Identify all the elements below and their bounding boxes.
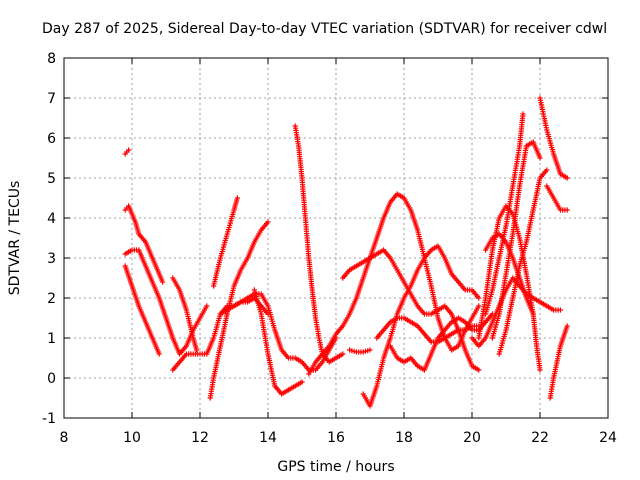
y-tick-label: 5: [47, 171, 56, 187]
series-track-15: [340, 247, 482, 373]
x-tick-label: 22: [531, 430, 549, 446]
y-tick-label: -1: [42, 411, 56, 427]
data-point: [476, 295, 482, 301]
x-axis-title: GPS time / hours: [277, 459, 394, 475]
data-point: [194, 347, 200, 353]
x-tick-label: 16: [327, 430, 345, 446]
data-point: [476, 303, 482, 309]
data-point: [234, 195, 240, 201]
grid: [64, 58, 608, 418]
y-tick-label: 6: [47, 131, 56, 147]
y-tick-label: 8: [47, 51, 56, 67]
data-point: [564, 207, 570, 213]
y-tick-label: 4: [47, 211, 56, 227]
series-track-09: [217, 291, 339, 373]
data-point: [265, 219, 271, 225]
data-point: [537, 155, 543, 161]
chart-title: Day 287 of 2025, Sidereal Day-to-day VTE…: [42, 21, 607, 37]
series-track-01: [122, 147, 132, 157]
data-point: [537, 367, 543, 373]
series-track-12: [306, 191, 482, 377]
series-track-11: [292, 123, 346, 365]
data-point: [557, 307, 563, 313]
y-tick-label: 1: [47, 331, 56, 347]
data-point: [160, 279, 166, 285]
data-point: [340, 351, 346, 357]
data-point: [530, 311, 536, 317]
series-track-04: [122, 263, 162, 357]
data-point: [156, 351, 162, 357]
x-tick-label: 8: [60, 430, 69, 446]
x-tick-label: 14: [259, 430, 277, 446]
series-track-13: [347, 347, 373, 355]
x-tick-label: 20: [463, 430, 481, 446]
series-track-17: [374, 315, 482, 345]
series-track-24: [537, 95, 570, 181]
x-tick-label: 12: [191, 430, 209, 446]
y-axis-title: SDTVAR / TECUs: [7, 181, 23, 296]
data-point: [544, 167, 550, 173]
series-track-21: [483, 231, 536, 317]
data-point: [564, 323, 570, 329]
series-track-07: [207, 219, 271, 401]
series-track-08: [211, 195, 240, 289]
y-tick-label: 0: [47, 371, 56, 387]
series-track-10: [251, 287, 305, 397]
series-track-14: [360, 243, 482, 409]
series-track-02: [122, 203, 166, 285]
data-point: [299, 379, 305, 385]
y-tick-label: 7: [47, 91, 56, 107]
y-tick-label: 2: [47, 291, 56, 307]
series-track-26: [547, 323, 570, 401]
data-point: [126, 147, 132, 153]
series-track-23: [469, 275, 563, 349]
series-track-03: [122, 247, 210, 357]
data-point: [476, 367, 482, 373]
x-tick-label: 10: [123, 430, 141, 446]
series-track-25: [544, 183, 570, 213]
y-tick-label: 3: [47, 251, 56, 267]
data-point: [367, 347, 373, 353]
series-track-22: [496, 167, 550, 357]
x-tick-label: 18: [395, 430, 413, 446]
data-point: [564, 175, 570, 181]
data-point: [520, 111, 526, 117]
x-tick-label: 24: [599, 430, 617, 446]
series-track-05: [170, 275, 200, 353]
data-marks: [122, 95, 570, 409]
data-point: [204, 303, 210, 309]
series-track-16: [387, 311, 495, 373]
series-track-19: [483, 111, 526, 317]
